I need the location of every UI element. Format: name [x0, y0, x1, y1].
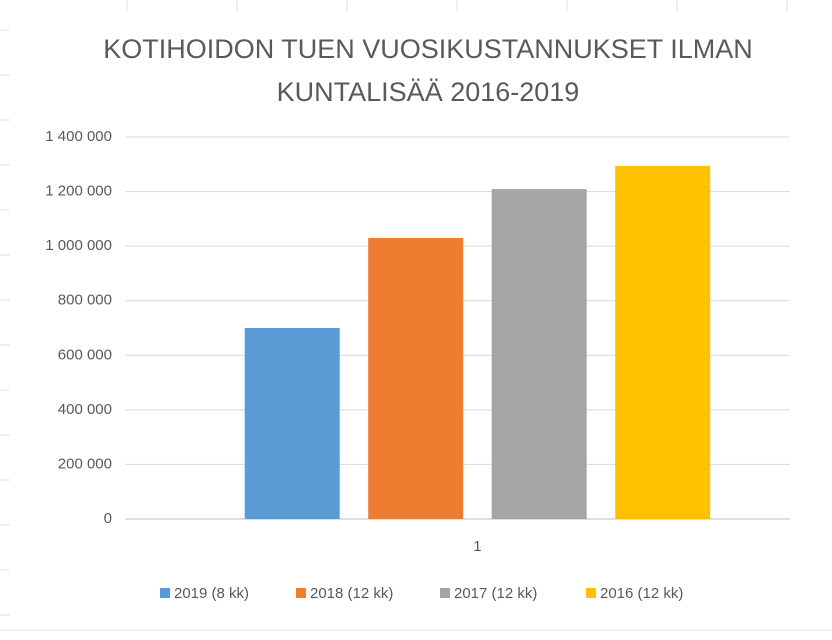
y-tick-label: 0 [104, 510, 112, 527]
legend-swatch [586, 588, 596, 598]
legend-swatch [160, 588, 170, 598]
legend-label: 2016 (12 kk) [600, 585, 683, 602]
legend-label: 2019 (8 kk) [174, 585, 249, 602]
legend-label: 2018 (12 kk) [310, 585, 393, 602]
legend-label: 2017 (12 kk) [454, 585, 537, 602]
y-tick-label: 400 000 [58, 401, 112, 418]
y-tick-label: 600 000 [58, 346, 112, 363]
bar [244, 328, 340, 519]
y-tick-label: 1 200 000 [45, 183, 112, 200]
y-tick-label: 1 400 000 [45, 128, 112, 145]
y-tick-label: 1 000 000 [45, 237, 112, 254]
y-tick-label: 800 000 [58, 292, 112, 309]
y-tick-label: 200 000 [58, 455, 112, 472]
legend-swatch [440, 588, 450, 598]
bar [615, 165, 711, 519]
legend-swatch [296, 588, 306, 598]
chart-title: KOTIHOIDON TUEN VUOSIKUSTANNUKSET ILMAN … [103, 34, 753, 107]
bar [368, 237, 464, 519]
bar [491, 189, 587, 519]
x-tick-label: 1 [473, 538, 481, 555]
